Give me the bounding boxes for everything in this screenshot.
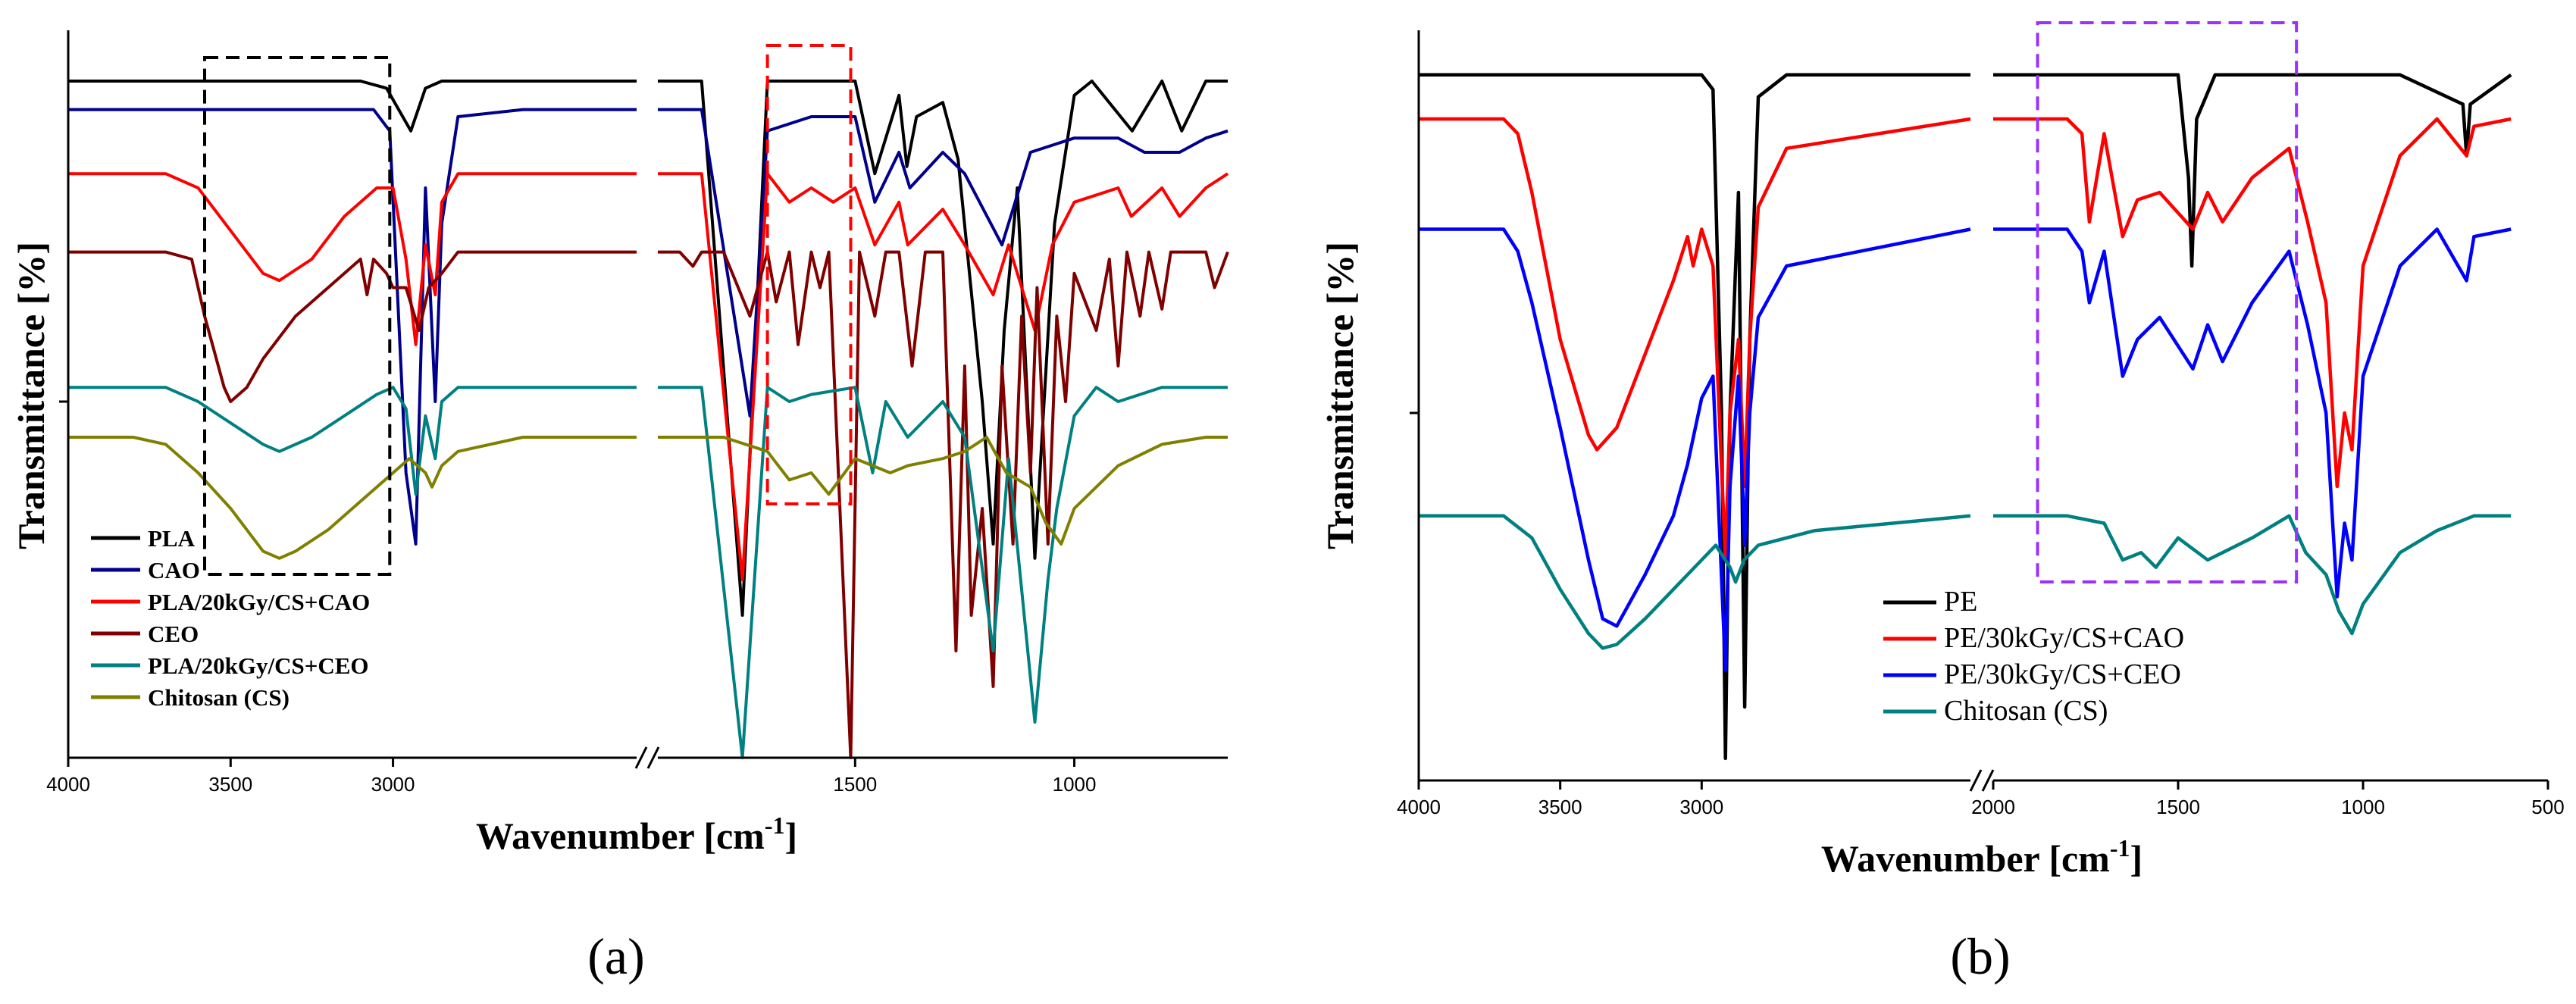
series-line-5-segment-1 bbox=[68, 386, 637, 496]
series-line-5-segment-2 bbox=[658, 386, 1228, 759]
axis-break-mark-2 bbox=[646, 746, 660, 769]
series-line-2-segment-1 bbox=[1419, 117, 1971, 562]
axis-break-mark-2 bbox=[1981, 769, 1995, 792]
highlight-box-2 bbox=[765, 44, 853, 505]
legend-label-2: CAO bbox=[148, 557, 200, 583]
legend-label-3: PE/30kGy/CS+CEO bbox=[1944, 658, 2181, 690]
legend-label-2: PE/30kGy/CS+CAO bbox=[1944, 622, 2184, 654]
series-line-3-segment-1 bbox=[1419, 227, 1971, 672]
panel-a: 4000 3500 3000 1500 1000 PLA CAO PLA/20kGy/CS+… bbox=[10, 30, 1229, 985]
x-tick-label-2-4: 500 bbox=[2531, 796, 2564, 818]
x-tick-label-2-1: 2000 bbox=[1971, 796, 2015, 818]
legend-label-4: Chitosan (CS) bbox=[1944, 695, 2108, 727]
panel-a-legend: PLA CAO PLA/20kGy/CS+CAO CEO PLA/20kGy/CS+CE… bbox=[91, 525, 370, 711]
series-line-4-segment-1 bbox=[68, 250, 637, 403]
series-line-6-segment-2 bbox=[658, 436, 1228, 546]
highlight-box-1 bbox=[2036, 21, 2299, 583]
panel-b-y-axis-title: Transmittance [%] bbox=[1319, 242, 1361, 549]
x-tick-label-1-3: 3000 bbox=[1679, 796, 1723, 818]
panel-b-axes bbox=[1410, 30, 2549, 792]
x-tick-label-1-3: 3000 bbox=[371, 773, 415, 796]
x-tick-label-2-1: 1500 bbox=[833, 773, 877, 796]
highlight-box-1 bbox=[203, 56, 392, 576]
legend-label-1: PLA bbox=[148, 525, 196, 552]
panel-a-axes bbox=[59, 30, 1228, 769]
series-line-2-segment-1 bbox=[68, 108, 637, 546]
panel-a-tick-labels: 4000 3500 3000 1500 1000 bbox=[46, 773, 1096, 796]
series-line-3-segment-1 bbox=[68, 172, 637, 346]
panel-a-y-axis-title: Transmittance [%] bbox=[10, 242, 52, 549]
legend-label-3: PLA/20kGy/CS+CAO bbox=[148, 589, 370, 615]
x-tick-label-1-2: 3500 bbox=[1538, 796, 1582, 818]
series-line-1-segment-1 bbox=[68, 80, 637, 133]
legend-label-6: Chitosan (CS) bbox=[148, 684, 290, 711]
series-line-2-segment-2 bbox=[1993, 117, 2512, 489]
axis-break-mark-1 bbox=[1969, 769, 1983, 792]
x-tick-label-2-2: 1000 bbox=[1053, 773, 1097, 796]
panel-a-highlight-boxes bbox=[203, 44, 853, 576]
panel-b-tick-labels: 4000 3500 3000 2000 1500 1000 500 bbox=[1397, 796, 2565, 818]
panel-a-x-axis-title: Wavenumber [cm-1] bbox=[476, 812, 797, 857]
x-tick-label-1-2: 3500 bbox=[208, 773, 252, 796]
legend-label-4: CEO bbox=[148, 621, 199, 647]
panel-a-label: (a) bbox=[587, 927, 644, 985]
x-tick-label-2-3: 1000 bbox=[2341, 796, 2385, 818]
legend-label-5: PLA/20kGy/CS+CEO bbox=[148, 652, 369, 679]
series-line-4-segment-1 bbox=[1419, 514, 1971, 650]
panel-b-legend: PE PE/30kGy/CS+CAO PE/30kGy/CS+CEO Chitosan… bbox=[1883, 586, 2184, 727]
series-line-4-segment-2 bbox=[1993, 514, 2512, 636]
panel-b-x-axis-title: Wavenumber [cm-1] bbox=[1821, 834, 2142, 880]
series-line-1-segment-1 bbox=[1419, 73, 1970, 761]
x-tick-label-1-1: 4000 bbox=[1397, 796, 1441, 818]
series-line-1-segment-2 bbox=[658, 80, 1228, 617]
series-line-6-segment-1 bbox=[68, 436, 637, 560]
panel-b: 4000 3500 3000 2000 1500 1000 500 PE PE/30kGy/C… bbox=[1319, 21, 2565, 985]
axis-break-mark-1 bbox=[634, 746, 648, 769]
x-tick-label-1-1: 4000 bbox=[46, 773, 90, 796]
panel-b-highlight-boxes bbox=[2036, 21, 2299, 583]
panel-b-traces bbox=[1419, 73, 2512, 761]
series-line-4-segment-2 bbox=[658, 250, 1229, 759]
series-line-3-segment-2 bbox=[658, 172, 1229, 581]
legend-label-1: PE bbox=[1944, 586, 1977, 618]
series-line-3-segment-2 bbox=[1993, 227, 2512, 599]
panel-b-label: (b) bbox=[1950, 927, 2010, 985]
x-tick-label-2-2: 1500 bbox=[2156, 796, 2200, 818]
